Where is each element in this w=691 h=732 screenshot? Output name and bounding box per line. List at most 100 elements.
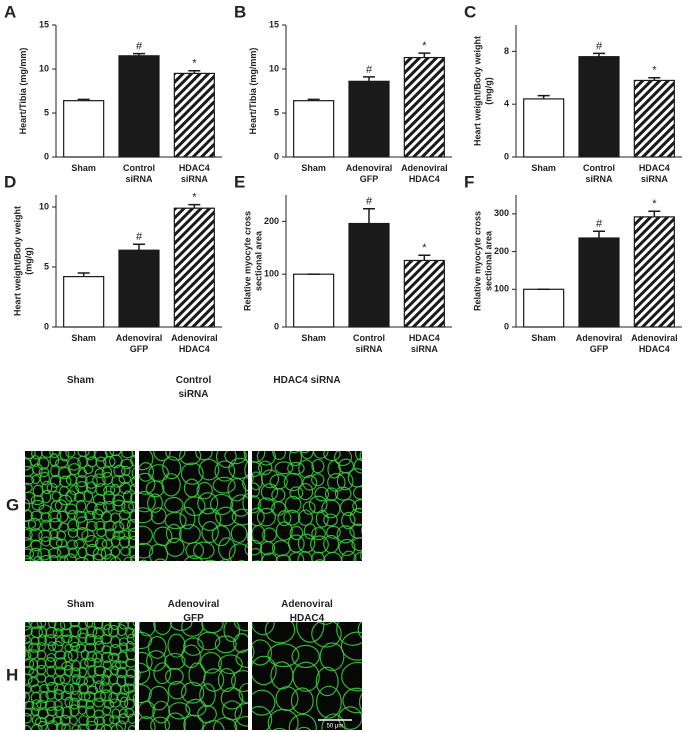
cell <box>168 702 191 720</box>
cell <box>234 598 254 621</box>
significance-marker: # <box>596 218 603 230</box>
y-axis-label: Heart/Tibia (mg/mm) <box>18 48 28 135</box>
cell <box>53 622 66 632</box>
significance-marker: # <box>366 196 373 208</box>
cell <box>321 713 346 730</box>
cell <box>103 520 117 532</box>
cell <box>103 624 113 637</box>
cell <box>203 668 225 692</box>
y-axis-label: Heart weight/Body weight(mg/g) <box>473 36 494 146</box>
cell <box>217 667 236 693</box>
cell <box>214 431 229 450</box>
cell <box>86 716 99 726</box>
cell <box>287 563 305 578</box>
cell <box>113 440 123 449</box>
cell <box>41 489 52 504</box>
cell <box>15 684 23 692</box>
cell <box>336 525 355 544</box>
y-tick-label: 100 <box>494 284 509 294</box>
cell <box>298 459 315 479</box>
cell <box>67 457 81 471</box>
cell <box>27 649 39 660</box>
cell <box>96 723 106 730</box>
cell <box>180 681 205 704</box>
cell <box>252 495 262 514</box>
y-tick-label: 300 <box>494 208 509 218</box>
significance-marker: # <box>136 41 143 53</box>
cell <box>200 651 222 674</box>
panel-label: A <box>4 2 16 21</box>
cell <box>94 501 108 516</box>
cell <box>126 633 136 645</box>
cell <box>134 451 136 452</box>
cell <box>75 481 89 494</box>
cell <box>248 560 262 575</box>
cell <box>342 687 362 714</box>
cell <box>204 559 217 561</box>
divider <box>248 622 252 730</box>
error-bar <box>593 230 605 238</box>
cell <box>92 553 103 561</box>
cell <box>102 500 116 512</box>
cell <box>75 556 89 561</box>
cell <box>16 566 24 576</box>
cell <box>215 506 237 527</box>
cell <box>48 536 63 549</box>
cell <box>40 536 52 547</box>
cell <box>60 628 72 638</box>
cell <box>80 451 86 452</box>
cell <box>128 432 150 448</box>
bar <box>118 249 160 328</box>
cell <box>283 472 303 492</box>
cell <box>238 560 246 561</box>
cell <box>73 613 80 621</box>
y-tick-label: 200 <box>494 246 509 256</box>
cell <box>80 729 86 730</box>
cell <box>183 637 204 656</box>
cell <box>131 628 136 638</box>
cell <box>36 650 47 660</box>
significance-marker: * <box>422 242 427 254</box>
cell <box>365 561 383 577</box>
cell <box>38 467 50 478</box>
cell <box>341 511 356 530</box>
cell <box>119 684 130 695</box>
x-tick-label: Adenoviral HDAC4 <box>171 333 218 354</box>
cell <box>86 650 98 662</box>
cell <box>67 649 79 662</box>
cell <box>127 535 136 549</box>
cell <box>243 451 248 463</box>
cell <box>39 565 47 575</box>
cell <box>65 490 77 503</box>
image-label: Adenoviral HDAC4 <box>281 599 333 624</box>
cell <box>93 635 104 646</box>
cell <box>94 451 108 462</box>
cell <box>248 431 263 444</box>
cell <box>127 713 136 724</box>
cell <box>321 499 341 519</box>
cell <box>135 599 157 618</box>
cell <box>112 566 124 578</box>
cell <box>101 466 113 478</box>
x-tick-label: Adenoviral GFP <box>576 333 623 354</box>
cell <box>11 442 20 451</box>
cell <box>147 636 167 659</box>
cell <box>198 458 220 481</box>
bar <box>578 237 620 328</box>
cell <box>124 708 135 718</box>
x-tick-label: Sham <box>71 333 96 343</box>
cell <box>25 509 33 523</box>
cell <box>315 666 339 697</box>
cell <box>28 642 41 653</box>
cell <box>14 538 23 550</box>
cell <box>67 528 79 538</box>
y-tick-label: 5 <box>44 107 49 117</box>
cell <box>87 439 96 448</box>
cell <box>25 650 27 658</box>
cell <box>139 565 150 575</box>
cell <box>259 541 276 556</box>
cell <box>252 524 266 545</box>
cell <box>146 650 167 672</box>
cell <box>25 712 32 724</box>
cell <box>242 492 248 514</box>
